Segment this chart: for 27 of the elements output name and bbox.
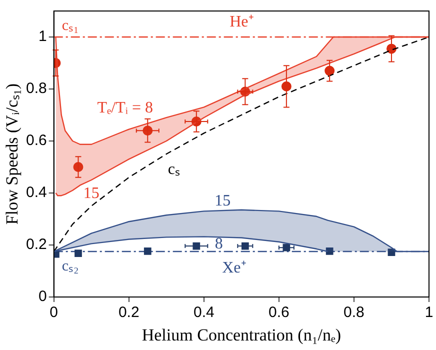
x-tick-label: 1	[424, 304, 434, 322]
ref-line-label: cₛ₂	[62, 258, 79, 274]
point	[74, 250, 82, 257]
annotation: Xe⁺	[222, 260, 246, 277]
x-axis-title: Helium Concentration (n₁/nₑ)	[142, 325, 342, 344]
y-tick-label: 0.6	[26, 132, 47, 150]
annotation: 15	[214, 192, 231, 210]
x-tick-label: 0.8	[344, 304, 364, 322]
y-tick-label: 0	[38, 288, 47, 306]
annotation: He⁺	[230, 14, 254, 31]
annotation: 15	[83, 185, 100, 202]
x-tick-label: 0.4	[193, 304, 214, 322]
point	[144, 248, 152, 255]
x-tick-label: 0.6	[268, 304, 290, 322]
y-tick-label: 0.4	[26, 184, 47, 202]
x-tick-label: 0.2	[118, 304, 140, 322]
point	[388, 248, 396, 256]
annotation: Tₑ/Tᵢ = 8	[97, 99, 153, 116]
point	[326, 248, 334, 255]
y-axis-title: Flow Speeds (Vᵢ/cₛ₁)	[2, 83, 22, 225]
ref-line-label: cₛ₁	[62, 18, 79, 34]
x-tick-label: 0	[50, 304, 58, 322]
y-tick-label: 1	[38, 28, 47, 46]
y-tick-label: 0.8	[26, 80, 47, 98]
y-tick-label: 0.2	[26, 236, 47, 254]
annotation: 8	[214, 235, 223, 252]
annotation: cₛ	[168, 160, 180, 178]
